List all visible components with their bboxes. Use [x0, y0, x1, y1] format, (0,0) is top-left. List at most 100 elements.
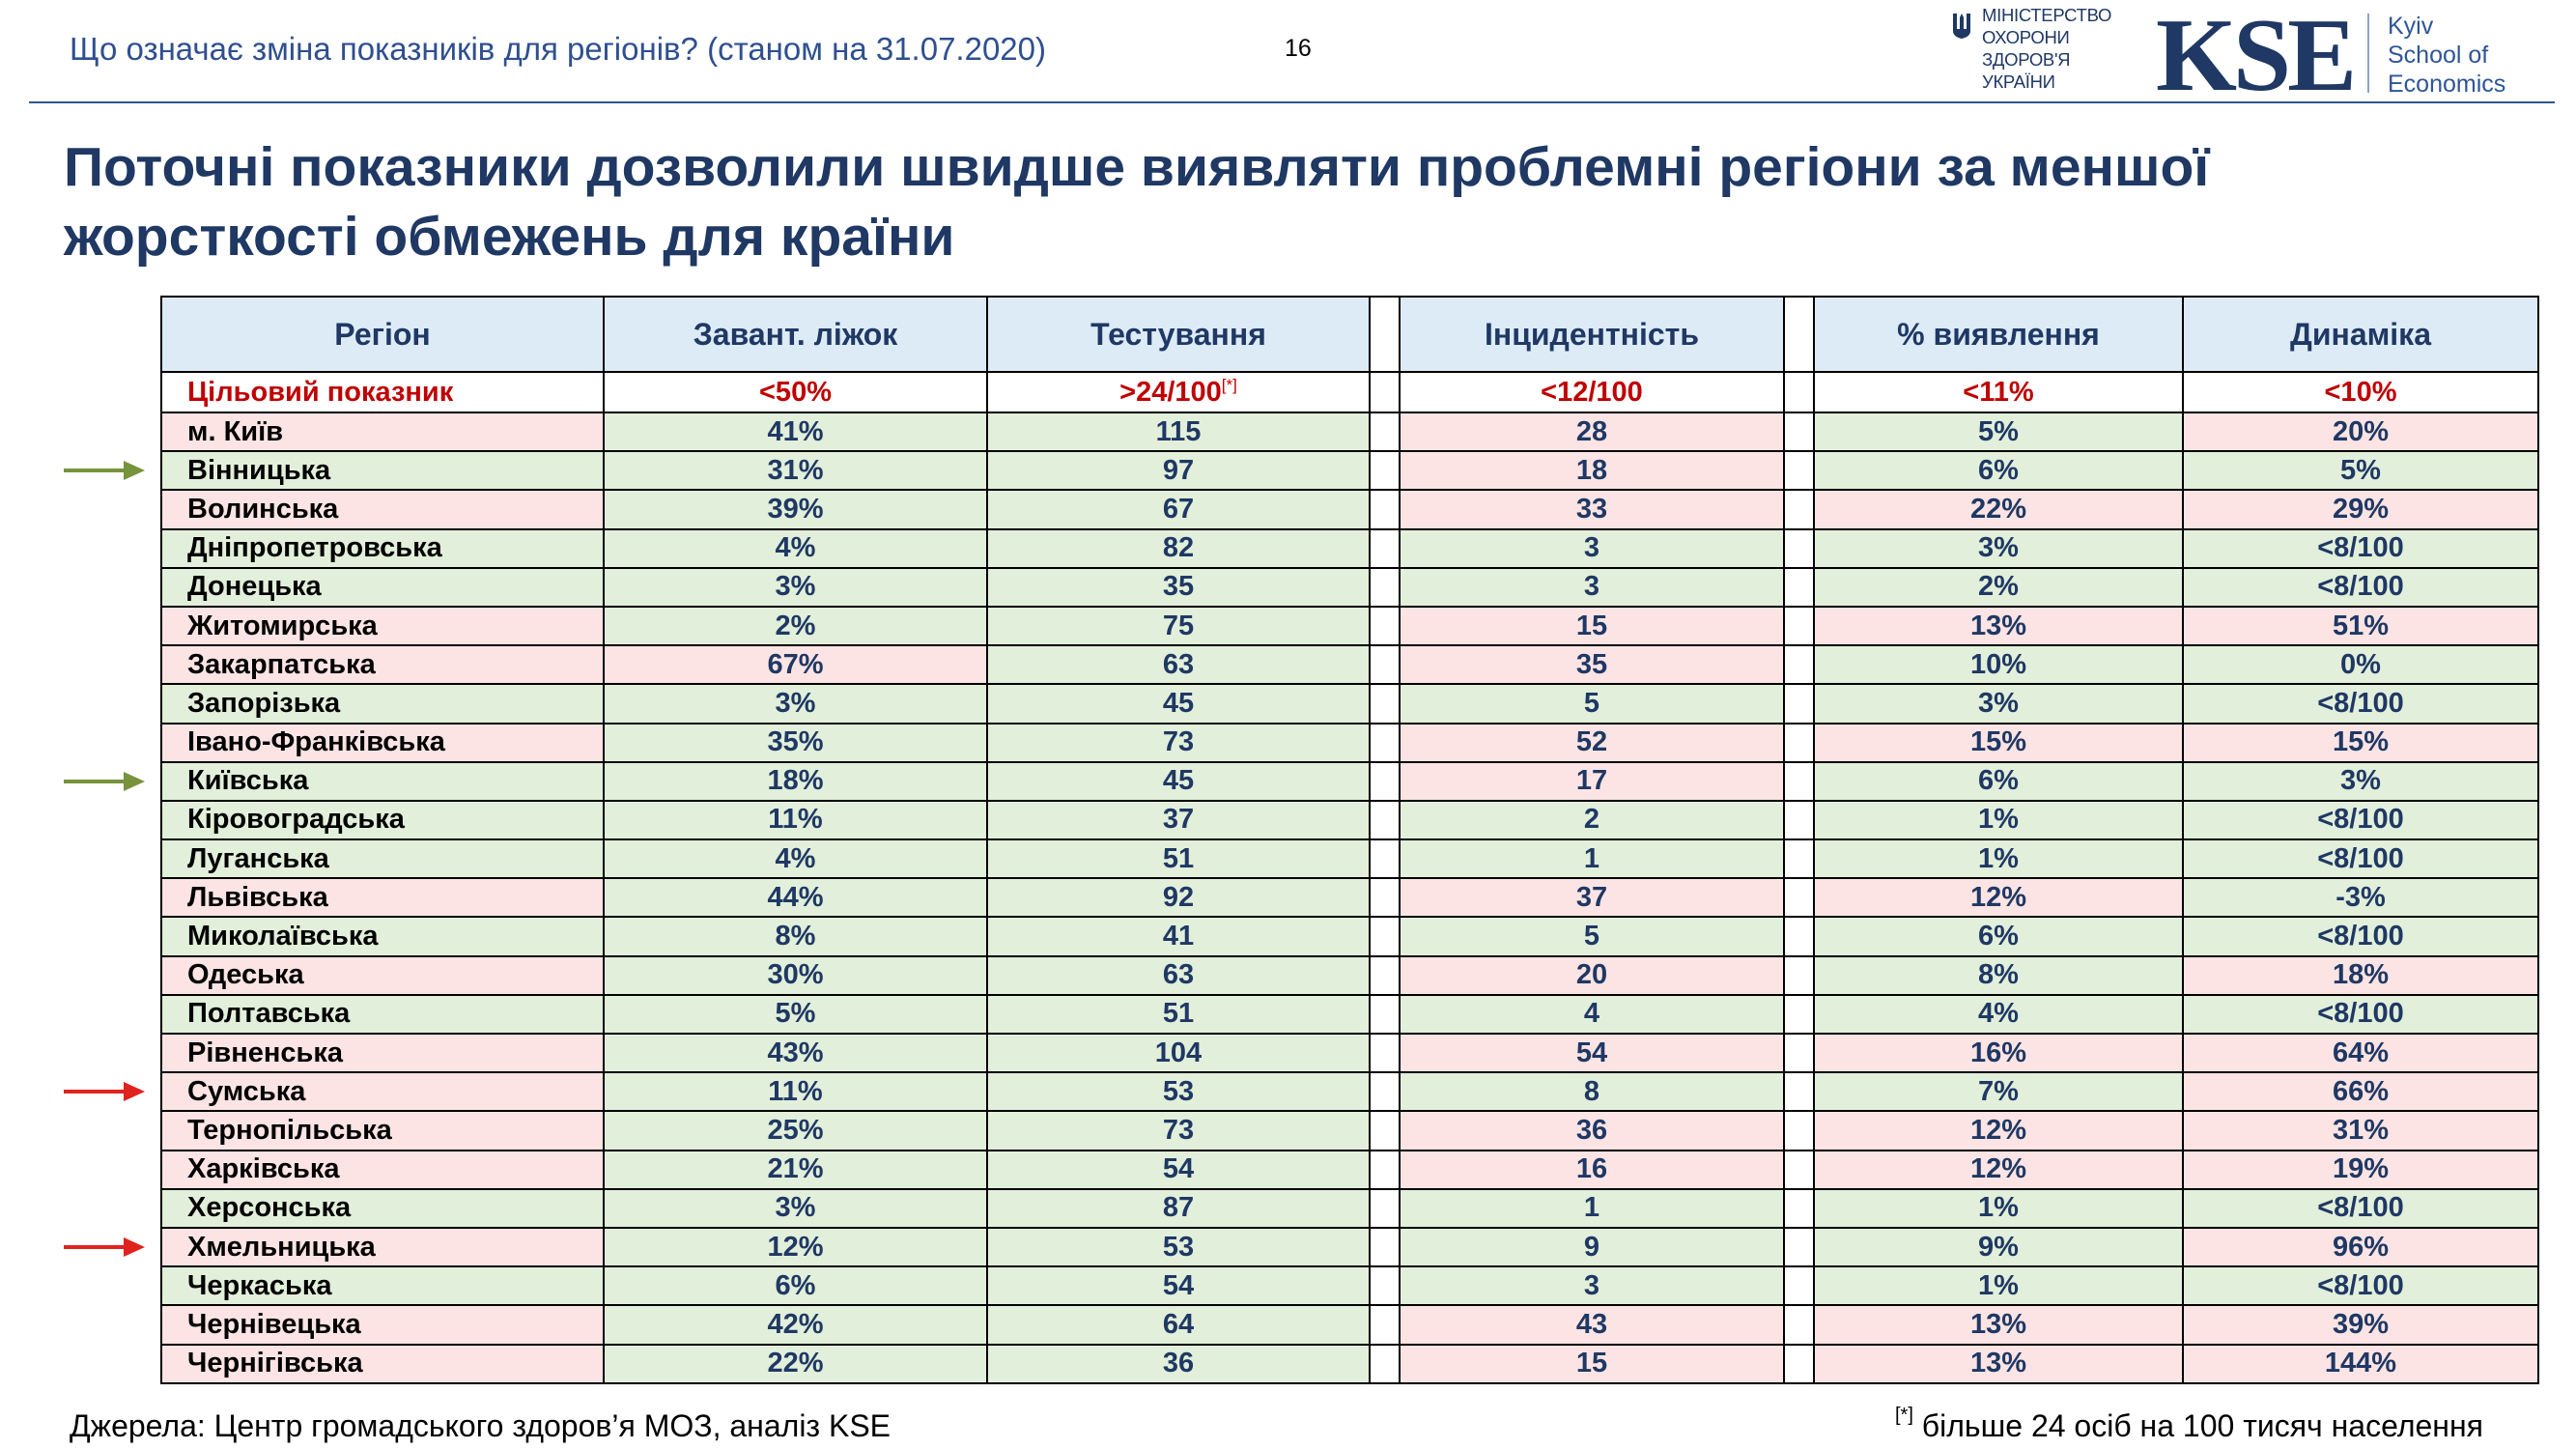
column-header-beds: Завант. ліжок — [603, 296, 988, 373]
dynamics-cell: 15% — [2182, 722, 2539, 763]
region-cell: Одеська — [160, 954, 605, 996]
region-cell: Запорізька — [160, 683, 605, 724]
kse-logo-divider — [2367, 14, 2369, 93]
table-row: Запорізька 3% 45 5 3% <8/100 — [160, 683, 2539, 724]
detection-cell: 1% — [1813, 838, 2184, 880]
beds-cell: 4% — [603, 838, 988, 880]
detection-cell: 6% — [1813, 916, 2184, 957]
column-gap — [1369, 411, 1401, 453]
region-cell: Кіровоградська — [160, 799, 605, 841]
column-gap — [1369, 566, 1401, 608]
detection-cell: 12% — [1813, 877, 2184, 919]
column-gap — [1783, 1110, 1815, 1151]
incidence-cell: 2 — [1399, 799, 1785, 841]
column-header-incidence: Інцидентність — [1399, 296, 1785, 373]
incidence-cell: 17 — [1399, 760, 1785, 802]
detection-cell: 12% — [1813, 1149, 2184, 1190]
incidence-cell: 33 — [1399, 489, 1785, 530]
table-row: Херсонська 3% 87 1 1% <8/100 — [160, 1187, 2539, 1229]
incidence-cell: 15 — [1399, 605, 1785, 647]
column-gap — [1369, 1187, 1401, 1229]
beds-cell: 42% — [603, 1304, 988, 1346]
beds-cell: 11% — [603, 799, 988, 841]
table-row: Миколаївська 8% 41 5 6% <8/100 — [160, 916, 2539, 957]
beds-cell: 25% — [603, 1110, 988, 1151]
column-gap — [1369, 683, 1401, 724]
table-row: Луганська 4% 51 1 1% <8/100 — [160, 838, 2539, 880]
dynamics-cell: 39% — [2182, 1304, 2539, 1346]
kse-full-name: Kyiv School of Economics — [2388, 12, 2505, 99]
column-gap — [1783, 527, 1815, 569]
column-gap — [1369, 1304, 1401, 1346]
ministry-line: ОХОРОНИ — [1982, 27, 2070, 47]
beds-cell: 30% — [603, 954, 988, 996]
testing-cell: 54 — [986, 1149, 1371, 1190]
incidence-cell: 3 — [1399, 566, 1785, 608]
target-detection: <11% — [1813, 371, 2184, 413]
incidence-cell: 8 — [1399, 1071, 1785, 1113]
incidence-cell: 1 — [1399, 838, 1785, 880]
arrow-icon — [64, 1082, 145, 1102]
ministry-logo: МІНІСТЕРСТВО ОХОРОНИ ЗДОРОВ'Я УКРАЇНИ — [1951, 4, 2111, 93]
testing-cell: 45 — [986, 760, 1371, 802]
column-gap — [1783, 722, 1815, 763]
table-row: Дніпропетровська 4% 82 3 3% <8/100 — [160, 527, 2539, 569]
table-row: Закарпатська 67% 63 35 10% 0% — [160, 644, 2539, 686]
detection-cell: 13% — [1813, 1343, 2184, 1384]
column-gap — [1783, 838, 1815, 880]
region-cell: Закарпатська — [160, 644, 605, 686]
target-testing-value: >24/100 — [1119, 376, 1222, 408]
target-incidence: <12/100 — [1399, 371, 1785, 413]
table-row: Хмельницька 12% 53 9 9% 96% — [160, 1226, 2539, 1268]
asterisk-footnote: [*] більше 24 осіб на 100 тисяч населенн… — [1895, 1405, 2483, 1444]
beds-cell: 41% — [603, 411, 988, 453]
testing-cell: 53 — [986, 1226, 1371, 1268]
testing-cell: 104 — [986, 1032, 1371, 1074]
detection-cell: 1% — [1813, 799, 2184, 841]
detection-cell: 3% — [1813, 527, 2184, 569]
region-cell: Рівненська — [160, 1032, 605, 1074]
beds-cell: 12% — [603, 1226, 988, 1268]
table-row: Харківська 21% 54 16 12% 19% — [160, 1149, 2539, 1190]
detection-cell: 8% — [1813, 954, 2184, 996]
table-row: Волинська 39% 67 33 22% 29% — [160, 489, 2539, 530]
dynamics-cell: -3% — [2182, 877, 2539, 919]
table-row: Кіровоградська 11% 37 2 1% <8/100 — [160, 799, 2539, 841]
region-cell: Луганська — [160, 838, 605, 880]
detection-cell: 13% — [1813, 605, 2184, 647]
column-gap — [1369, 1226, 1401, 1268]
incidence-cell: 15 — [1399, 1343, 1785, 1384]
column-header-dynamics: Динаміка — [2182, 296, 2539, 373]
column-gap — [1369, 450, 1401, 492]
column-gap — [1369, 1343, 1401, 1384]
region-cell: Дніпропетровська — [160, 527, 605, 569]
table-row: Київська 18% 45 17 6% 3% — [160, 760, 2539, 802]
target-label: Цільовий показник — [160, 371, 605, 413]
incidence-cell: 20 — [1399, 954, 1785, 996]
detection-cell: 12% — [1813, 1110, 2184, 1151]
trident-icon — [1953, 14, 1970, 39]
dynamics-cell: 20% — [2182, 411, 2539, 453]
page-number: 16 — [1285, 35, 1312, 62]
ministry-line: ЗДОРОВ'Я — [1982, 49, 2071, 70]
footnote-mark: [*] — [1895, 1405, 1913, 1426]
beds-cell: 3% — [603, 683, 988, 724]
incidence-cell: 5 — [1399, 683, 1785, 724]
kse-name-line: Kyiv — [2388, 13, 2434, 40]
column-gap — [1783, 1187, 1815, 1229]
region-cell: Харківська — [160, 1149, 605, 1190]
column-header-testing: Тестування — [986, 296, 1371, 373]
incidence-cell: 52 — [1399, 722, 1785, 763]
column-header-detection: % виявлення — [1813, 296, 2184, 373]
column-gap — [1783, 371, 1815, 413]
table-row: Житомирська 2% 75 15 13% 51% — [160, 605, 2539, 647]
table-row: Черкаська 6% 54 3 1% <8/100 — [160, 1265, 2539, 1307]
column-gap — [1783, 411, 1815, 453]
beds-cell: 11% — [603, 1071, 988, 1113]
testing-cell: 115 — [986, 411, 1371, 453]
table-row: м. Київ 41% 115 28 5% 20% — [160, 411, 2539, 453]
incidence-cell: 1 — [1399, 1187, 1785, 1229]
column-gap — [1783, 993, 1815, 1036]
target-beds: <50% — [603, 371, 988, 413]
column-gap — [1783, 1343, 1815, 1384]
